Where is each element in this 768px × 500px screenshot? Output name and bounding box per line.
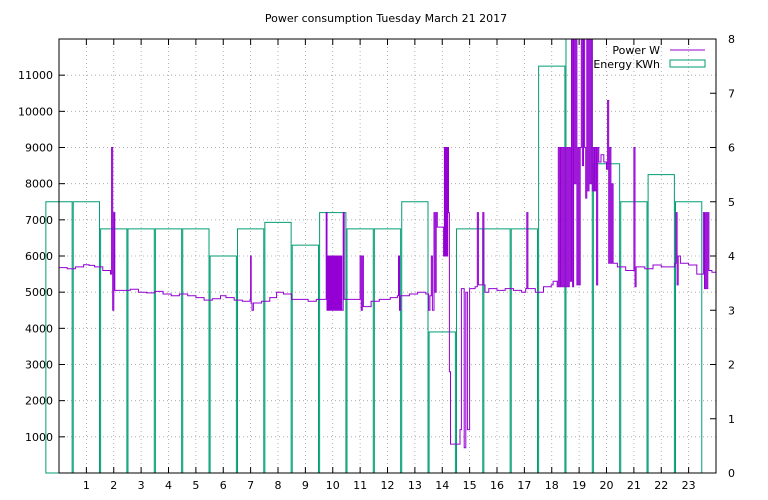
- x-tick-label: 6: [220, 479, 227, 492]
- y2-tick-label: 4: [728, 250, 735, 263]
- x-tick-label: 4: [165, 479, 172, 492]
- y-tick-label: 10000: [18, 105, 53, 118]
- x-tick-label: 8: [275, 479, 282, 492]
- x-tick-label: 12: [381, 479, 395, 492]
- x-tick-label: 2: [110, 479, 117, 492]
- x-tick-label: 7: [247, 479, 254, 492]
- x-tick-label: 14: [435, 479, 449, 492]
- x-tick-label: 13: [408, 479, 422, 492]
- x-tick-label: 20: [600, 479, 614, 492]
- x-tick-label: 1: [83, 479, 90, 492]
- y2-tick-label: 8: [728, 33, 735, 46]
- x-tick-label: 3: [138, 479, 145, 492]
- x-tick-label: 22: [654, 479, 668, 492]
- y-tick-label: 1000: [25, 431, 53, 444]
- chart-title: Power consumption Tuesday March 21 2017: [265, 12, 507, 25]
- y2-tick-label: 3: [728, 304, 735, 317]
- y-tick-label: 2000: [25, 395, 53, 408]
- legend: Power W Energy KWh: [593, 44, 706, 71]
- x-tick-label: 23: [682, 479, 696, 492]
- y-tick-label: 3000: [25, 359, 53, 372]
- x-tick-label: 11: [353, 479, 367, 492]
- x-tick-label: 21: [627, 479, 641, 492]
- y-tick-label: 5000: [25, 286, 53, 299]
- x-tick-label: 16: [490, 479, 504, 492]
- y2-tick-label: 7: [728, 87, 735, 100]
- y-tick-label: 11000: [18, 69, 53, 82]
- y2-tick-label: 0: [728, 467, 735, 480]
- x-tick-label: 19: [572, 479, 586, 492]
- x-tick-label: 10: [326, 479, 340, 492]
- x-tick-label: 9: [302, 479, 309, 492]
- y-tick-label: 7000: [25, 214, 53, 227]
- legend-energy-label: Energy KWh: [593, 58, 660, 71]
- y2-tick-label: 6: [728, 142, 735, 155]
- axis-ticks: 1 2 3 4 5 6 7 8 9 10 11 12 13 14 15 16 17 18 19 20 21 22 23100…: [18, 33, 735, 492]
- legend-energy-swatch: [669, 59, 706, 68]
- legend-power-label: Power W: [612, 44, 660, 57]
- y-tick-label: 9000: [25, 142, 53, 155]
- x-tick-label: 5: [192, 479, 199, 492]
- y-tick-label: 6000: [25, 250, 53, 263]
- y-tick-label: 4000: [25, 322, 53, 335]
- power-line: [59, 38, 717, 449]
- y2-tick-label: 2: [728, 359, 735, 372]
- x-tick-label: 17: [517, 479, 531, 492]
- y2-tick-label: 1: [728, 413, 735, 426]
- y-tick-label: 8000: [25, 178, 53, 191]
- x-tick-label: 18: [545, 479, 559, 492]
- power-line-layer: [59, 38, 717, 449]
- y2-tick-label: 5: [728, 196, 735, 209]
- x-tick-label: 15: [463, 479, 477, 492]
